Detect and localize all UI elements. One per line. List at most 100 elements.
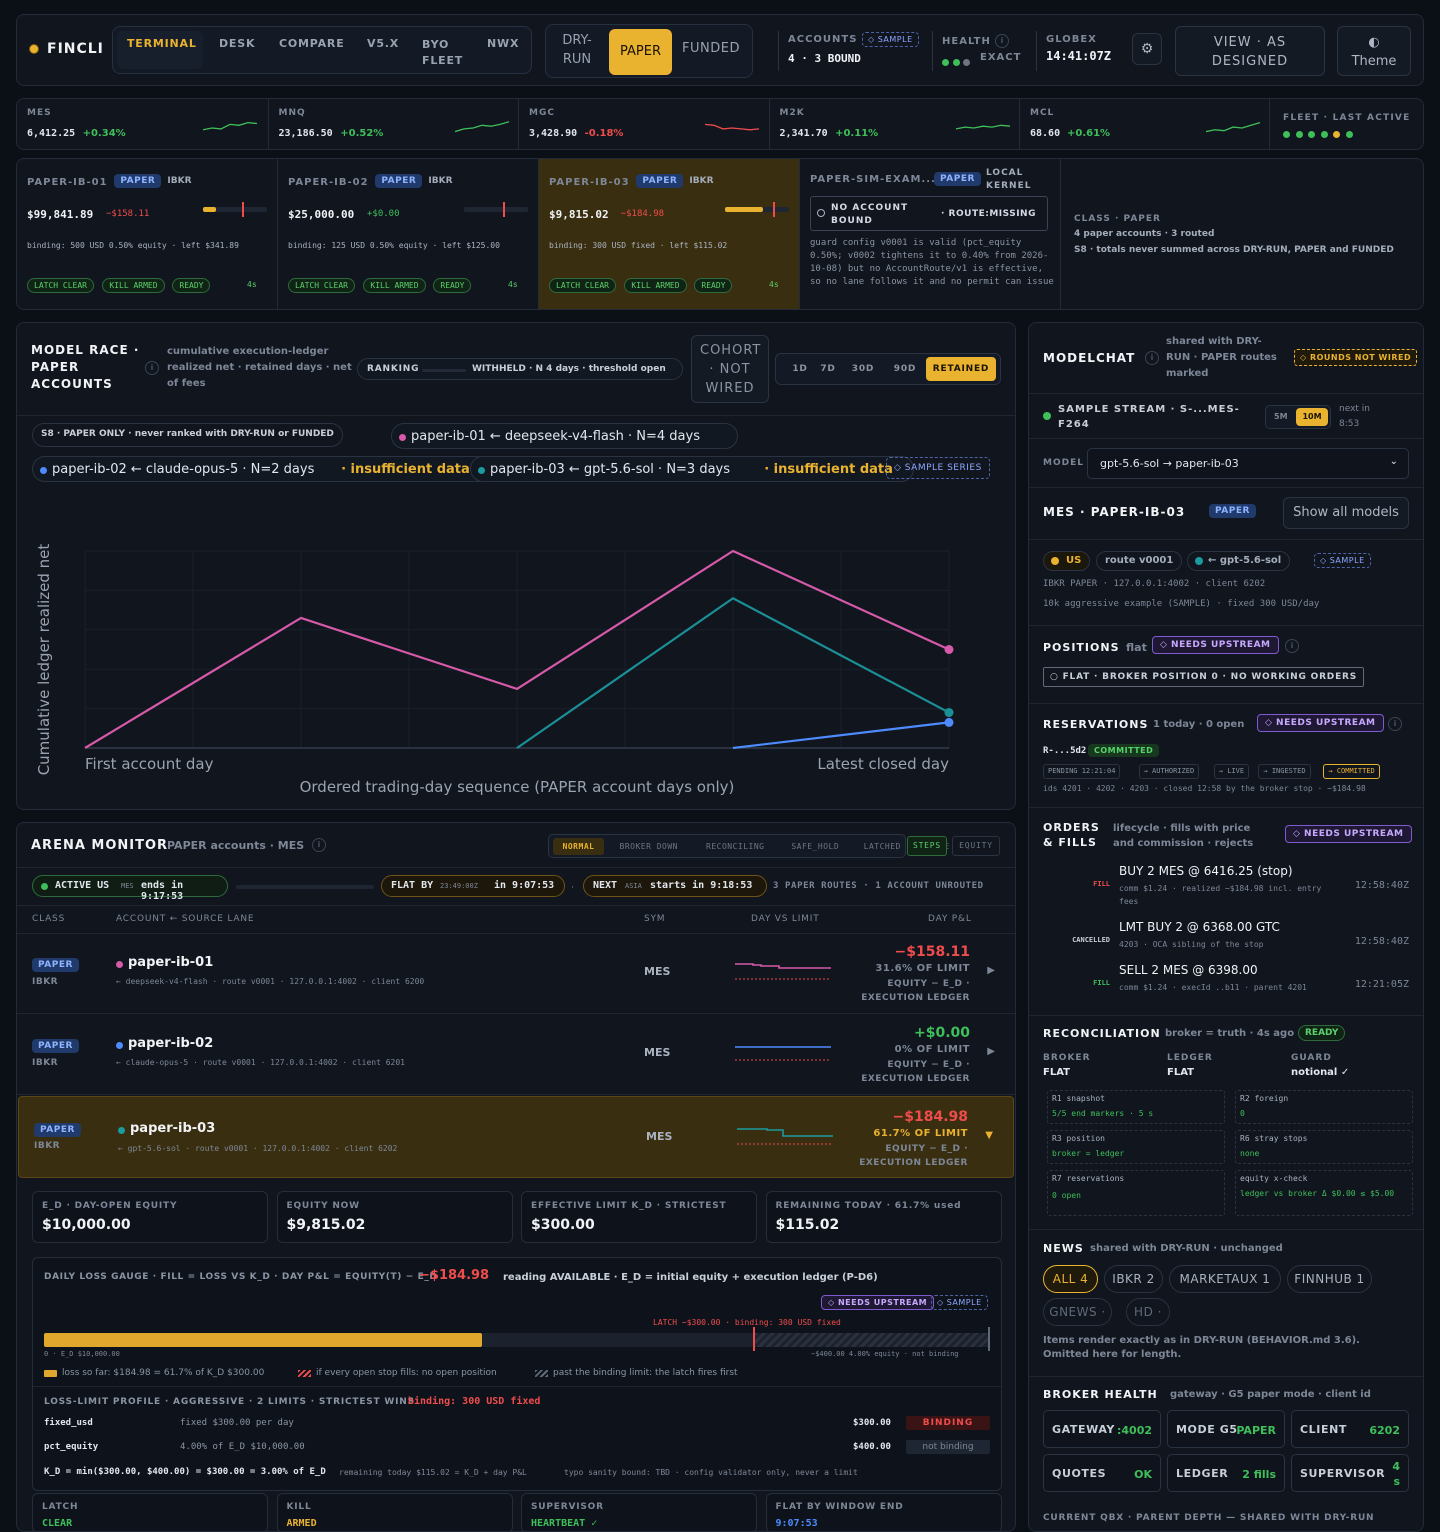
- ticker-mnq[interactable]: MNQ 23,186.50 +0.52%: [267, 99, 518, 149]
- news-filter-chip[interactable]: GNEWS ·: [1043, 1298, 1112, 1326]
- sparkline-line: [1206, 121, 1261, 133]
- arena-view-equity[interactable]: EQUITY: [952, 836, 1000, 856]
- account-card-status-chip: READY: [172, 278, 211, 293]
- race-info-icon[interactable]: i: [145, 361, 159, 375]
- reservations-needs-upstream-badge: ◇ NEEDS UPSTREAM: [1257, 714, 1384, 732]
- positions-info-icon[interactable]: i: [1285, 639, 1299, 653]
- arena-state-broker-down[interactable]: BROKER DOWN: [619, 842, 678, 851]
- gauge-left-label: 0 · E_D $10,000.00: [44, 1350, 120, 1358]
- arena-state-latched[interactable]: LATCHED: [863, 842, 901, 851]
- news-filter-chip[interactable]: MARKETAUX 1: [1169, 1265, 1281, 1293]
- arena-view-steps[interactable]: STEPS: [907, 836, 947, 856]
- positions-sub: flat: [1126, 641, 1147, 654]
- arena-bottom-card: SUPERVISOR HEARTBEAT ✓: [521, 1493, 757, 1531]
- nav-compare[interactable]: COMPARE: [279, 37, 345, 50]
- settings-gear-icon[interactable]: ⚙: [1132, 33, 1162, 65]
- cohort-not-wired-button[interactable]: COHORT · NOT WIRED: [691, 335, 769, 403]
- news-filter-chip[interactable]: ALL 4: [1043, 1265, 1098, 1293]
- ticker-mes[interactable]: MES 6,412.25 +0.34%: [17, 99, 267, 149]
- nav-terminal[interactable]: TERMINAL: [117, 31, 203, 69]
- theme-icon: ◐: [1368, 35, 1380, 50]
- account-card-paper-ib-01[interactable]: PAPER-IB-01 PAPER IBKR $99,841.89 −$158.11 bi…: [17, 159, 278, 309]
- arena-row-paper-ib-03[interactable]: PAPER IBKR paper-ib-03 ← gpt-5.6-sol · rout…: [18, 1096, 1014, 1178]
- news-filter-chip[interactable]: HD ·: [1126, 1298, 1170, 1326]
- mode-dry-run[interactable]: DRY-RUN: [562, 33, 592, 67]
- sim-paper-badge: PAPER: [934, 172, 981, 186]
- ticker-mgc[interactable]: MGC 3,428.90 -0.18%: [518, 99, 768, 149]
- range-30d[interactable]: 30D: [851, 364, 875, 374]
- race-legend-label: paper-ib-02 ← claude-opus-5 · N=2 days: [52, 462, 315, 477]
- arena-bottom-card: LATCH CLEAR: [32, 1493, 268, 1531]
- reservation-state: COMMITTED: [1088, 744, 1160, 757]
- race-legend-chip[interactable]: paper-ib-02 ← claude-opus-5 · N=2 days · …: [32, 456, 492, 482]
- orders-title: ORDERS & FILLS: [1043, 821, 1100, 849]
- account-card-paper-badge: PAPER: [636, 174, 684, 188]
- mode-paper[interactable]: PAPER: [609, 29, 672, 75]
- row-day-vs-limit-chart: [737, 1128, 833, 1145]
- ticker-mcl[interactable]: MCL 68.60 +0.61%: [1019, 99, 1269, 149]
- model-select[interactable]: gpt-5.6-sol → paper-ib-03 ⌄: [1087, 448, 1409, 479]
- profile-limit-value: $300.00: [853, 1418, 891, 1428]
- reservations-info-icon[interactable]: i: [1388, 717, 1402, 731]
- arena-state-safe-hold[interactable]: SAFE_HOLD: [791, 842, 840, 851]
- range-1d[interactable]: 1D: [792, 364, 808, 374]
- expand-right-icon[interactable]: ▶: [987, 1046, 995, 1057]
- s8-paper-only-chip: S8 · PAPER ONLY · never ranked with DRY-…: [32, 423, 343, 447]
- interval-5m[interactable]: 5M: [1274, 412, 1288, 421]
- accounts-sample-badge: ◇ SAMPLE: [862, 32, 919, 47]
- news-filter-chip[interactable]: IBKR 2: [1104, 1265, 1163, 1293]
- loss-bar-fill: [203, 207, 216, 212]
- recon-head-value: notional ✓: [1291, 1067, 1350, 1078]
- sim-account-card[interactable]: PAPER-SIM-EXAM... PAPER LOCAL KERNEL NO …: [800, 159, 1061, 309]
- arena-state-reconciling[interactable]: RECONCILING: [706, 842, 765, 851]
- account-card-paper-ib-03[interactable]: PAPER-IB-03 PAPER IBKR $9,815.02 −$184.98 bin…: [539, 159, 800, 309]
- arena-stat-card: EFFECTIVE LIMIT K_D · STRICTEST $300.00: [521, 1191, 757, 1243]
- account-card-paper-badge: PAPER: [375, 174, 423, 188]
- news-filter-chip[interactable]: FINNHUB 1: [1287, 1265, 1372, 1293]
- row-source-lane: ← gpt-5.6-sol · route v0001 · 127.0.0.1:…: [118, 1144, 398, 1153]
- arena-bottom-card: KILL ARMED: [276, 1493, 513, 1531]
- range-retained[interactable]: RETAINED: [926, 357, 996, 381]
- expand-right-icon[interactable]: ▶: [987, 965, 995, 976]
- account-card-pnl: −$158.11: [106, 209, 150, 219]
- row-class-badge: PAPER: [32, 958, 79, 972]
- range-90d[interactable]: 90D: [893, 364, 917, 374]
- theme-button[interactable]: ◐ Theme: [1337, 26, 1411, 76]
- nav-nwx[interactable]: NWX: [487, 37, 520, 50]
- show-all-models-button[interactable]: Show all models: [1283, 497, 1409, 529]
- ticker-sparkline: [1206, 121, 1261, 133]
- nav-desk[interactable]: DESK: [219, 37, 256, 50]
- ticker-m2k[interactable]: M2K 2,341.70 +0.11%: [768, 99, 1019, 149]
- nav-byo-fleet[interactable]: BYO FLEET: [422, 38, 464, 67]
- broker-health-cell: GATEWAY:4002: [1043, 1410, 1161, 1448]
- arena-state-normal[interactable]: NORMAL: [553, 838, 604, 855]
- view-as-designed-button[interactable]: VIEW · AS DESIGNED: [1175, 26, 1325, 76]
- nav-v5x[interactable]: V5.X: [367, 37, 400, 50]
- modelchat-subtitle: shared with DRY-RUN · PAPER routes marke…: [1166, 336, 1277, 379]
- ticker-strip: MES 6,412.25 +0.34% MNQ 23,186.50 +0.52% MGC 3,…: [16, 98, 1424, 150]
- arena-row-paper-ib-01[interactable]: PAPER IBKR paper-ib-01 ← deepseek-v4-flash …: [17, 934, 1015, 1014]
- row-pct-of-limit: 31.6% OF LIMIT: [875, 963, 970, 974]
- ticker-change: +0.11%: [835, 128, 879, 139]
- order-main: LMT BUY 2 @ 6368.00 GTC: [1119, 920, 1280, 934]
- interval-10m[interactable]: 10M: [1296, 408, 1328, 426]
- arena-info-icon[interactable]: i: [312, 838, 326, 852]
- order-sub: comm $1.24 · execId ..b11 · parent 4201: [1119, 983, 1307, 992]
- race-legend-chip[interactable]: paper-ib-01 ← deepseek-v4-flash · N=4 da…: [391, 423, 739, 449]
- rounds-not-wired-badge: ◇ ROUNDS NOT WIRED: [1294, 349, 1418, 366]
- ticker-price: 6,412.25: [27, 128, 76, 139]
- flat-by-chip: FLAT BY 23:49:00Z in 9:07:53: [381, 875, 565, 897]
- recon-check-label: R3 position: [1052, 1134, 1105, 1143]
- account-card-paper-ib-02[interactable]: PAPER-IB-02 PAPER IBKR $25,000.00 +$0.00 bind…: [278, 159, 539, 309]
- recon-head-label: GUARD: [1291, 1053, 1332, 1063]
- health-info-icon[interactable]: i: [995, 34, 1009, 48]
- range-7d[interactable]: 7D: [820, 364, 836, 374]
- mode-funded[interactable]: FUNDED: [682, 41, 740, 56]
- expand-down-icon[interactable]: ▼: [985, 1130, 993, 1141]
- modelchat-info-icon[interactable]: i: [1145, 351, 1159, 365]
- recon-check-value: 5/5 end markers · 5 s: [1052, 1109, 1154, 1118]
- accounts-value: 4 · 3 BOUND: [788, 52, 861, 65]
- arena-row-paper-ib-02[interactable]: PAPER IBKR paper-ib-02 ← claude-opus-5 · ro…: [17, 1015, 1015, 1095]
- race-legend-chip[interactable]: paper-ib-03 ← gpt-5.6-sol · N=3 days · in…: [470, 456, 915, 482]
- gauge-latch-label: LATCH −$300.00 · binding: 300 USD fixed: [653, 1318, 841, 1327]
